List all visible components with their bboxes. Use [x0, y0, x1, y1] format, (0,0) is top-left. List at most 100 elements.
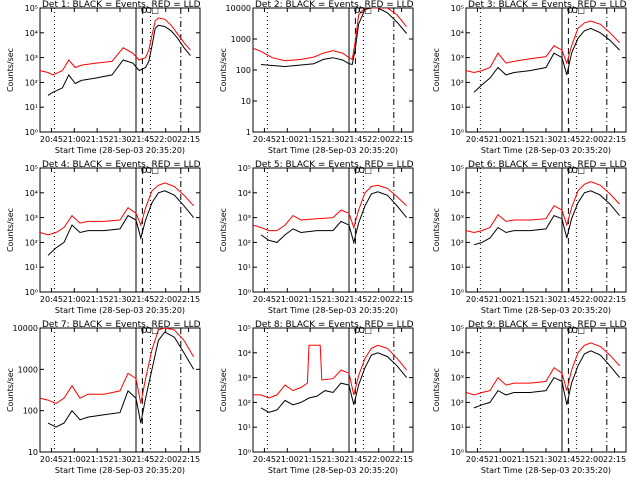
y-tick-label: 10⁵: [25, 4, 38, 13]
y-tick-label: 10⁰: [451, 288, 464, 297]
panel-title: Det 1: BLACK = Events, RED = LLD: [42, 0, 201, 10]
y-tick-label: 10²: [451, 78, 464, 87]
y-tick-label: 10³: [238, 214, 251, 223]
top-marker-glyph: O: [146, 6, 152, 15]
y-tick-label: 10⁴: [25, 189, 38, 198]
y-tick-label: 10²: [238, 238, 251, 247]
y-tick-label: 10³: [451, 54, 464, 63]
y-tick-label: 100: [236, 66, 251, 75]
y-axis-label: Counts/sec: [6, 208, 15, 252]
top-marker-glyph: O: [567, 6, 573, 15]
y-tick-label: 10⁵: [25, 164, 38, 173]
y-tick-label: 10⁴: [238, 189, 251, 198]
x-axis-label: Start Time (28-Sep-03 20:35:20): [55, 466, 185, 475]
plot-frame: [39, 7, 201, 133]
y-tick-label: 10²: [25, 238, 38, 247]
y-tick-label: 10⁰: [25, 288, 38, 297]
y-tick-label: 10³: [25, 54, 38, 63]
panel-title: Det 4: BLACK = Events, RED = LLD: [42, 160, 201, 170]
top-marker-glyph: □: [577, 6, 585, 15]
x-tick-label: 21:15: [86, 135, 109, 144]
detector-panel-1: 10⁰ 10¹ 10² 10³ 10⁴ 10⁵ 20:45 21:00 21:15 21:30 21…: [6, 0, 201, 155]
x-axis-label: Start Time (28-Sep-03 20:35:20): [268, 306, 398, 315]
x-axis-label: Start Time (28-Sep-03 20:35:20): [481, 466, 611, 475]
x-tick-label: 21:30: [321, 295, 344, 304]
x-tick-label: 22:15: [390, 135, 413, 144]
plot-frame: [39, 167, 201, 293]
top-marker-glyph: O: [354, 6, 360, 15]
plot-frame: [465, 7, 627, 133]
y-tick-label: 10¹: [25, 263, 38, 272]
x-tick-label: 21:15: [86, 295, 109, 304]
panel-title: Det 6: BLACK = Events, RED = LLD: [468, 160, 627, 170]
events-series-line: [47, 331, 195, 428]
top-marker-glyph: □: [364, 6, 372, 15]
y-tick-label: 10: [241, 97, 251, 106]
y-tick-label: 10³: [238, 374, 251, 383]
detector-panel-9: 10⁰ 10¹ 10² 10³ 10⁴ 10⁵ 20:45 21:00 21:15 21:30 21…: [432, 320, 627, 475]
x-tick-label: 21:00: [276, 135, 299, 144]
x-tick-label: 22:15: [177, 135, 200, 144]
x-tick-label: 22:15: [603, 135, 626, 144]
x-tick-label: 20:45: [466, 295, 489, 304]
y-tick-label: 10¹: [451, 423, 464, 432]
x-tick-label: 22:15: [390, 455, 413, 464]
x-tick-label: 21:00: [276, 455, 299, 464]
y-tick-label: 10³: [451, 214, 464, 223]
x-tick-label: 22:00: [580, 295, 603, 304]
top-marker-glyph: O: [572, 326, 578, 335]
y-axis-label: Counts/sec: [219, 48, 228, 92]
y-tick-label: 10⁰: [451, 128, 464, 137]
y-tick-label: 10⁵: [451, 4, 464, 13]
lld-series-line: [253, 8, 407, 62]
top-marker-glyph: O: [141, 166, 147, 175]
x-tick-label: 21:30: [108, 295, 131, 304]
y-tick-label: 10000: [13, 324, 38, 333]
y-tick-label: 10⁴: [451, 189, 464, 198]
y-tick-label: 1: [246, 128, 251, 137]
x-tick-label: 22:00: [367, 135, 390, 144]
y-axis-label: Counts/sec: [432, 48, 441, 92]
y-axis-label: Counts/sec: [432, 368, 441, 412]
x-tick-label: 22:15: [177, 455, 200, 464]
x-tick-label: 21:15: [299, 455, 322, 464]
x-tick-label: 22:15: [603, 295, 626, 304]
panel-title: Det 7: BLACK = Events, RED = LLD: [42, 320, 201, 330]
top-marker-glyph: O: [359, 166, 365, 175]
x-tick-label: 20:45: [466, 135, 489, 144]
top-marker-glyph: □: [151, 166, 159, 175]
lld-series-line: [253, 344, 407, 399]
y-tick-label: 10⁴: [238, 349, 251, 358]
y-tick-label: 10²: [451, 398, 464, 407]
top-marker-glyph: □: [151, 326, 159, 335]
y-tick-label: 10⁵: [238, 164, 251, 173]
y-tick-label: 10⁵: [238, 324, 251, 333]
x-tick-label: 21:30: [534, 295, 557, 304]
y-tick-label: 10¹: [451, 263, 464, 272]
x-tick-label: 21:30: [321, 135, 344, 144]
x-tick-label: 21:45: [557, 135, 580, 144]
y-tick-label: 10³: [451, 374, 464, 383]
y-tick-label: 10¹: [238, 423, 251, 432]
x-tick-label: 21:30: [534, 135, 557, 144]
top-marker-glyph: □: [577, 166, 585, 175]
y-axis-label: Counts/sec: [6, 48, 15, 92]
y-axis-label: Counts/sec: [432, 208, 441, 252]
events-series-line: [260, 191, 407, 245]
events-series-line: [47, 190, 194, 256]
x-tick-label: 22:00: [367, 295, 390, 304]
top-marker-glyph: O: [354, 166, 360, 175]
panel-title: Det 3: BLACK = Events, RED = LLD: [468, 0, 627, 10]
top-marker-glyph: O: [354, 326, 360, 335]
events-series-line: [260, 8, 407, 68]
y-tick-label: 10⁴: [25, 29, 38, 38]
x-tick-label: 21:30: [321, 455, 344, 464]
x-tick-label: 20:45: [253, 135, 276, 144]
x-axis-label: Start Time (28-Sep-03 20:35:20): [55, 146, 185, 155]
detector-panel-5: 10⁰ 10¹ 10² 10³ 10⁴ 10⁵ 20:45 21:00 21:15 21:30 21…: [219, 160, 414, 315]
y-tick-label: 10⁴: [451, 29, 464, 38]
x-tick-label: 20:45: [253, 455, 276, 464]
top-marker-glyph: O: [359, 6, 365, 15]
detector-panel-4: 10⁰ 10¹ 10² 10³ 10⁴ 10⁵ 20:45 21:00 21:15 21:30 21…: [6, 160, 201, 315]
